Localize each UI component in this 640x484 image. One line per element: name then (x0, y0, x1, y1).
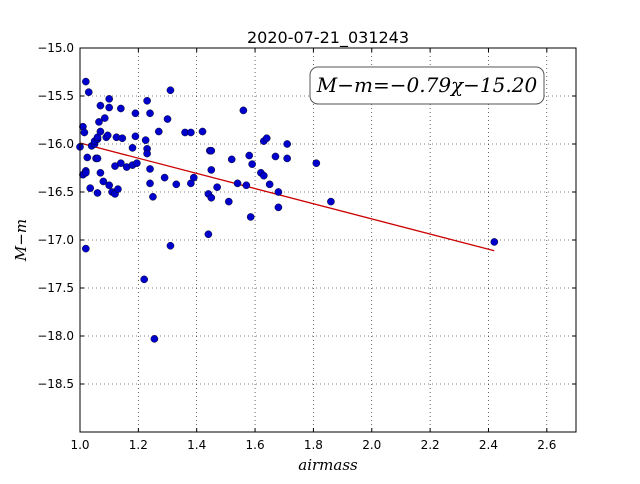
data-point (117, 104, 125, 113)
y-tick-label: −16.0 (37, 137, 74, 151)
data-point (99, 177, 108, 186)
data-point (283, 140, 291, 148)
data-point (274, 203, 283, 212)
data-point (105, 103, 113, 112)
data-point (93, 189, 102, 197)
data-point (207, 146, 216, 155)
fit-equation: M−m=−0.79χ−15.20 (316, 73, 538, 97)
data-point (233, 179, 242, 188)
data-point (96, 168, 105, 177)
data-point (86, 184, 95, 192)
x-axis-label: airmass (298, 456, 358, 474)
data-point (207, 193, 216, 202)
data-point (327, 197, 335, 206)
x-tick-label: 1.4 (187, 438, 206, 452)
fit-equation-frame (309, 66, 545, 105)
y-tick-label: −17.0 (37, 233, 74, 247)
data-point (224, 197, 233, 206)
y-tick-label: −15.0 (37, 41, 74, 55)
data-point (82, 168, 90, 177)
data-point (242, 181, 251, 190)
fit-equation-box: M−m=−0.79χ−15.20 (309, 66, 545, 105)
data-point (141, 136, 150, 144)
data-point (262, 134, 271, 143)
data-point (271, 152, 280, 161)
data-point (143, 149, 151, 158)
data-point (96, 127, 105, 136)
y-tick-label: −15.5 (37, 89, 74, 103)
y-tick-label: −16.5 (37, 185, 74, 199)
data-point (166, 86, 175, 95)
data-point (160, 173, 169, 182)
data-point (265, 180, 274, 189)
data-point (150, 335, 159, 343)
x-tick-label: 2.4 (479, 438, 498, 452)
data-point (146, 109, 154, 118)
data-point (133, 159, 141, 167)
x-tick-label: 2.0 (362, 438, 381, 452)
data-point (213, 183, 221, 191)
data-point (105, 95, 113, 103)
data-point (84, 88, 93, 96)
data-point (117, 159, 125, 167)
data-point (83, 153, 92, 162)
data-point (96, 101, 105, 110)
data-point (283, 154, 291, 163)
data-point (140, 275, 148, 284)
data-point (143, 97, 151, 105)
fit-line (79, 142, 495, 252)
data-point (101, 114, 109, 122)
data-point (82, 244, 90, 253)
y-tick-label: −17.5 (37, 281, 74, 295)
data-point (146, 179, 154, 188)
data-point (80, 128, 89, 137)
x-tick-label: 1.8 (304, 438, 323, 452)
y-tick-label: −18.5 (37, 377, 74, 391)
x-tick-label: 2.2 (421, 438, 440, 452)
data-point (204, 230, 213, 239)
data-point (146, 165, 154, 173)
data-point (166, 241, 175, 250)
data-point (274, 188, 283, 196)
data-point (245, 151, 254, 160)
data-point (95, 118, 103, 126)
data-point (131, 109, 140, 118)
x-tick-label: 1.0 (70, 438, 89, 452)
chart-title: 2020-07-21_031243 (247, 28, 409, 48)
data-point (227, 155, 236, 164)
data-point (82, 77, 90, 86)
y-tick-label: −18.0 (37, 329, 74, 343)
y-axis-label: M−m (12, 219, 30, 262)
data-point (260, 171, 268, 180)
data-point (246, 213, 255, 221)
data-point (248, 160, 256, 168)
data-point (207, 166, 216, 174)
data-point (93, 154, 102, 163)
data-point (149, 192, 157, 201)
data-point (103, 131, 112, 140)
data-point (312, 159, 321, 167)
data-point (172, 180, 181, 189)
data-point (154, 127, 163, 136)
data-point (114, 185, 122, 193)
data-point (131, 132, 140, 141)
x-tick-label: 2.6 (537, 438, 556, 452)
data-point (105, 181, 113, 190)
data-point (118, 134, 127, 143)
data-point (189, 173, 198, 182)
data-point (490, 238, 499, 246)
fit-layer (79, 142, 495, 252)
data-point (239, 106, 248, 115)
axis-ticks: 1.0 1.2 1.4 1.6 1.8 2.0 2.2 2.4 2.6 −15.0 −15.5 −16… (37, 41, 576, 452)
data-point (198, 127, 207, 136)
x-tick-label: 1.6 (246, 438, 265, 452)
data-point (128, 144, 137, 152)
data-point (163, 115, 172, 123)
x-tick-label: 1.2 (129, 438, 148, 452)
data-point (187, 128, 195, 137)
data-points (76, 77, 499, 343)
